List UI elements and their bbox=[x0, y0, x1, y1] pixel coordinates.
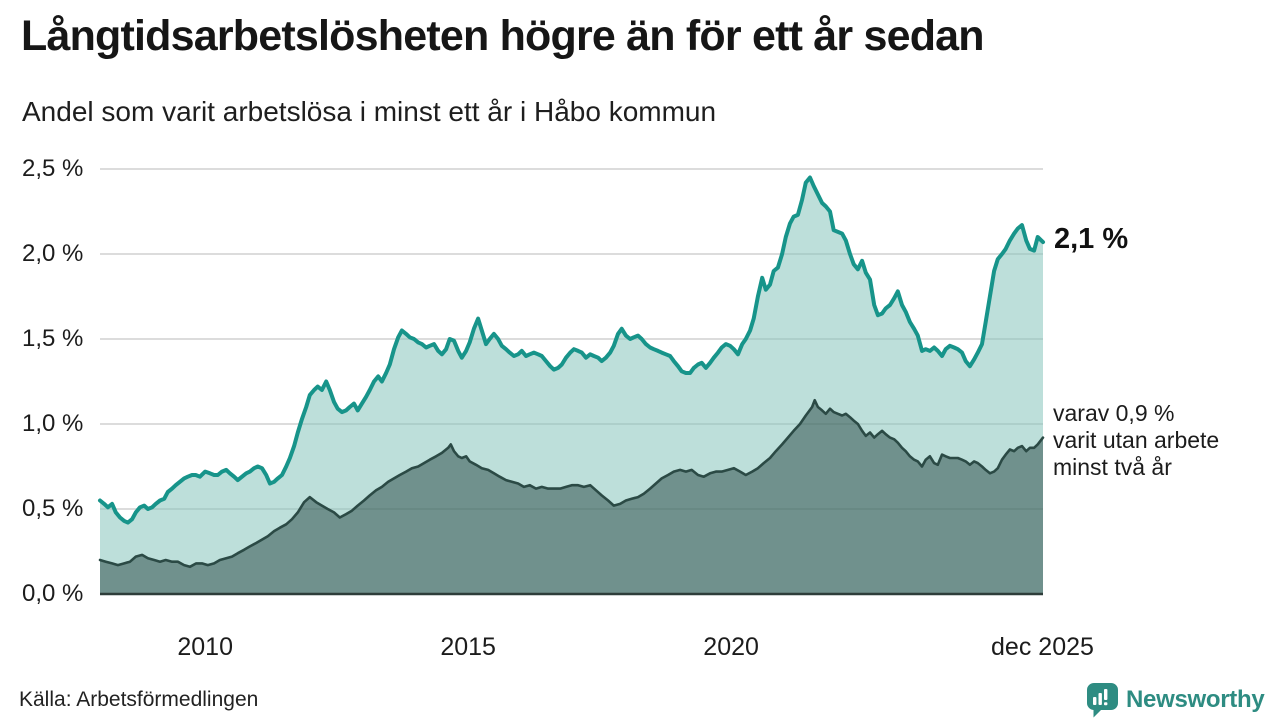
y-tick-label: 2,0 % bbox=[22, 240, 84, 267]
y-tick-label: 1,0 % bbox=[22, 410, 84, 437]
source-caption: Källa: Arbetsförmedlingen bbox=[19, 688, 259, 711]
series2-annotation-line-2: varit utan arbete bbox=[1053, 427, 1220, 453]
page-title: Långtidsarbetslösheten högre än för ett … bbox=[21, 12, 985, 60]
series2-end-annotation: varav 0,9 % varit utan arbete minst två … bbox=[1053, 400, 1219, 481]
newsworthy-logo[interactable]: Newsworthy bbox=[1086, 682, 1265, 718]
series2-area bbox=[100, 400, 1043, 594]
y-tick-label: 1,5 % bbox=[22, 325, 84, 352]
newsworthy-icon bbox=[1087, 683, 1118, 718]
series1-end-value-label: 2,1 % bbox=[1054, 223, 1129, 255]
series2-line bbox=[98, 398, 1045, 569]
x-tick-label: 2015 bbox=[440, 633, 496, 661]
series2-annotation-line-3: minst två år bbox=[1053, 454, 1172, 480]
x-tick-label: 2020 bbox=[703, 633, 759, 661]
y-tick-label: 0,5 % bbox=[22, 495, 84, 522]
y-tick-label: 0,0 % bbox=[22, 580, 84, 607]
x-tick-label: 2010 bbox=[177, 633, 233, 661]
y-tick-label: 2,5 % bbox=[22, 155, 84, 182]
series1-area bbox=[100, 177, 1043, 594]
series2-annotation-line-1: varav 0,9 % bbox=[1053, 400, 1175, 426]
x-tick-label: dec 2025 bbox=[991, 633, 1094, 661]
chart-subtitle: Andel som varit arbetslösa i minst ett å… bbox=[22, 96, 717, 127]
series1-line bbox=[98, 175, 1045, 525]
newsworthy-logo-text: Newsworthy bbox=[1126, 686, 1265, 713]
